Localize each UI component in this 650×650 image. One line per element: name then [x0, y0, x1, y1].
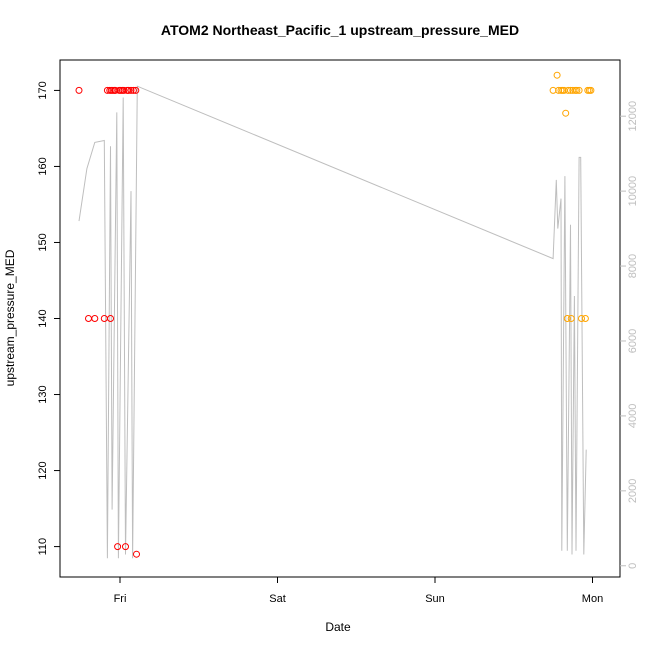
data-point — [562, 109, 570, 117]
y-tick-label: 120 — [37, 461, 49, 479]
data-point — [125, 86, 133, 94]
y2-tick-label: 2000 — [627, 479, 639, 503]
x-tick-label: Sat — [269, 593, 286, 605]
data-point — [573, 86, 581, 94]
y-tick-label: 160 — [37, 157, 49, 175]
y2-tick-label: 4000 — [627, 404, 639, 428]
y2-tick-label: 10000 — [627, 176, 639, 207]
y2-tick-label: 12000 — [627, 101, 639, 132]
data-point — [122, 543, 129, 551]
line-layer — [78, 85, 587, 559]
y2-tick-label: 0 — [627, 563, 639, 569]
data-point — [107, 315, 114, 322]
points-layer — [75, 71, 595, 558]
data-point — [114, 543, 122, 551]
data-point — [578, 315, 585, 322]
data-point — [120, 86, 128, 94]
x-axis-label: Date — [325, 620, 351, 634]
data-point — [587, 86, 595, 94]
pressure-line — [78, 85, 587, 559]
data-point — [567, 315, 575, 322]
data-point — [75, 86, 83, 94]
y-tick-label: 170 — [37, 81, 49, 99]
y2-tick-label: 8000 — [627, 254, 639, 278]
axes-layer: Fri Sat Sun Mon 110 120 130 140 150 160 170 0 2000 40… — [37, 81, 639, 605]
data-point — [132, 86, 140, 94]
y-tick-label: 130 — [37, 385, 49, 403]
y-tick-label: 110 — [37, 538, 49, 556]
y-axis-label: upstream_pressure_MED — [3, 249, 17, 386]
x-tick-label: Sun — [425, 593, 445, 605]
data-point — [553, 71, 561, 79]
data-point — [575, 86, 583, 94]
data-point — [581, 315, 589, 322]
data-point — [127, 86, 135, 94]
y2-tick-label: 6000 — [627, 329, 639, 353]
x-tick-label: Mon — [582, 593, 603, 605]
data-point — [133, 550, 140, 558]
data-point — [129, 86, 137, 94]
data-point — [91, 315, 99, 322]
y-tick-label: 140 — [37, 309, 49, 327]
y-tick-label: 150 — [37, 233, 49, 251]
data-point — [563, 315, 571, 322]
chart-title: ATOM2 Northeast_Pacific_1 upstream_press… — [161, 22, 519, 38]
x-tick-label: Fri — [114, 593, 127, 605]
data-point — [564, 86, 572, 94]
